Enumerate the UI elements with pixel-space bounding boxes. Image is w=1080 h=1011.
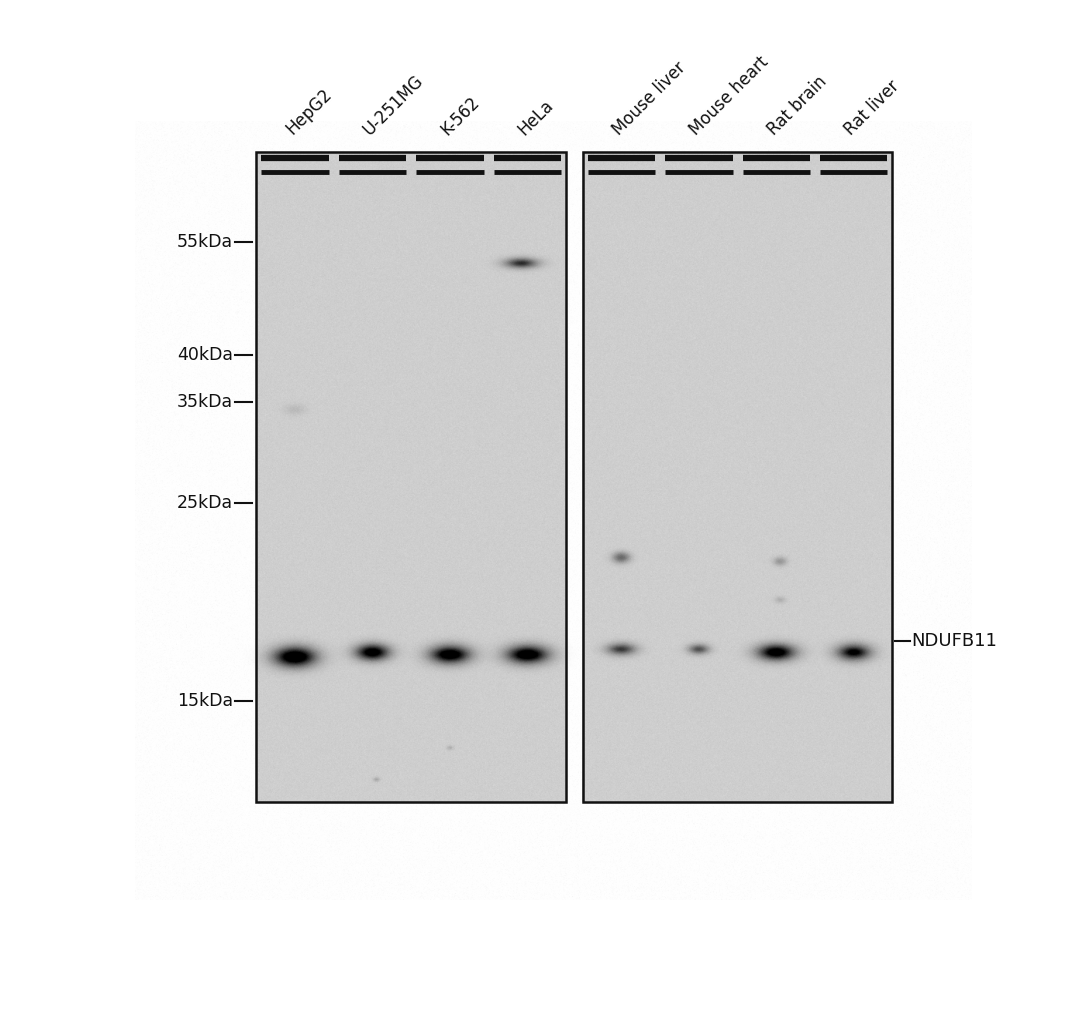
- Bar: [583, 153, 892, 803]
- Text: Mouse liver: Mouse liver: [609, 59, 689, 139]
- Text: 40kDa: 40kDa: [177, 346, 233, 364]
- Text: 35kDa: 35kDa: [177, 392, 233, 410]
- Text: Rat liver: Rat liver: [841, 77, 903, 139]
- Text: HeLa: HeLa: [514, 96, 557, 139]
- Text: U-251MG: U-251MG: [360, 71, 427, 139]
- Text: Rat brain: Rat brain: [764, 72, 829, 139]
- Text: NDUFB11: NDUFB11: [912, 632, 998, 650]
- Text: HepG2: HepG2: [282, 86, 335, 139]
- Text: 55kDa: 55kDa: [177, 233, 233, 251]
- Text: Mouse heart: Mouse heart: [686, 53, 772, 139]
- Text: 25kDa: 25kDa: [177, 493, 233, 512]
- Text: K-562: K-562: [437, 93, 483, 139]
- Text: 15kDa: 15kDa: [177, 693, 233, 711]
- Bar: [256, 153, 566, 803]
